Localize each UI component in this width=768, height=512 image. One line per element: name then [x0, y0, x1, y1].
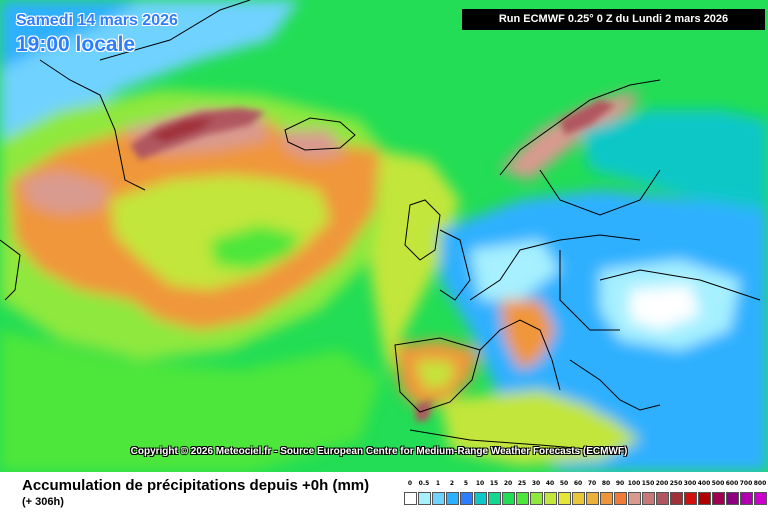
legend-swatch — [530, 492, 543, 505]
legend-swatch — [642, 492, 655, 505]
coastline-france-italy — [479, 319, 561, 391]
precip-peaks — [130, 100, 615, 422]
coastline-north-africa — [409, 429, 601, 451]
legend-swatch — [740, 492, 753, 505]
legend-label: 100 — [627, 480, 641, 487]
legend-swatches — [404, 492, 768, 505]
forecast-date: Samedi 14 mars 2026 — [16, 12, 178, 29]
coastline-norway — [499, 79, 661, 176]
legend-swatch — [432, 492, 445, 505]
coastline-england — [439, 229, 471, 301]
legend-swatch — [712, 492, 725, 505]
legend-swatch — [404, 492, 417, 505]
legend-label: 70 — [587, 480, 597, 487]
precip-zone-mediterranean-yellow — [440, 390, 640, 465]
coastline-sweden — [539, 169, 661, 216]
legend-label: 60 — [573, 480, 583, 487]
precip-zone-white-east — [630, 285, 700, 330]
legend-label: 20 — [503, 480, 513, 487]
legend-swatch — [754, 492, 767, 505]
legend-labels: 0 0.5 1 2 5 10 15 20 25 30 40 50 60 70 80 90 100 150 200 25… — [404, 480, 766, 490]
legend-label: 90 — [615, 480, 625, 487]
border-eastern-europe — [599, 269, 761, 301]
run-info-banner: Run ECMWF 0.25° 0 Z du Lundi 2 mars 2026 — [462, 9, 765, 30]
legend-label: 500 — [711, 480, 725, 487]
legend-swatch — [572, 492, 585, 505]
footer-title: Accumulation de précipitations depuis +0… — [22, 477, 370, 494]
legend-swatch — [502, 492, 515, 505]
precip-zone-iberia-yellow — [415, 360, 455, 390]
precip-zone-yellow-band — [370, 150, 460, 380]
precip-zone-salmon-west — [20, 170, 110, 215]
legend-label: 25 — [517, 480, 527, 487]
precip-zone-south-green — [0, 330, 380, 472]
legend-swatch — [656, 492, 669, 505]
legend-swatch — [488, 492, 501, 505]
legend-swatch — [558, 492, 571, 505]
color-legend: 0 0.5 1 2 5 10 15 20 25 30 40 50 60 70 80 90 100 150 200 25… — [404, 480, 767, 510]
footer-subtitle: (+ 306h) — [22, 496, 64, 508]
precip-zone-green-patch — [210, 225, 300, 270]
coastline-iberia — [394, 337, 481, 413]
precipitation-map — [0, 0, 768, 472]
map-canvas — [0, 0, 768, 472]
legend-label: 600 — [725, 480, 739, 487]
coastline-greenland — [39, 59, 146, 191]
legend-label: 15 — [489, 480, 499, 487]
coastline-balkans — [569, 359, 661, 411]
legend-swatch — [698, 492, 711, 505]
border-central-europe — [559, 250, 620, 331]
coastline-iceland — [284, 117, 356, 151]
precip-peak-norway — [560, 100, 615, 135]
precip-zone-atlantic-yellow — [110, 175, 330, 290]
precip-peak-greenland-core — [150, 118, 215, 142]
coastline-labrador — [0, 239, 21, 301]
legend-label: 0.5 — [418, 480, 430, 487]
legend-label: 10 — [475, 480, 485, 487]
legend-swatch — [446, 492, 459, 505]
legend-label: 5 — [463, 480, 469, 487]
legend-label: 150 — [641, 480, 655, 487]
coastlines — [0, 0, 761, 451]
forecast-time: 19:00 locale — [16, 33, 136, 56]
copyright-text: Copyright © 2026 Meteociel.fr - Source E… — [130, 446, 628, 457]
footer-panel: Accumulation de précipitations depuis +0… — [0, 472, 768, 512]
legend-label: 30 — [531, 480, 541, 487]
legend-swatch — [544, 492, 557, 505]
legend-label: 200 — [655, 480, 669, 487]
legend-swatch — [726, 492, 739, 505]
legend-label: 700 — [739, 480, 753, 487]
legend-swatch — [516, 492, 529, 505]
legend-label: 800 — [753, 480, 767, 487]
legend-swatch — [600, 492, 613, 505]
precip-zone-balkans-blue — [560, 370, 650, 420]
coastline-north-sea — [469, 234, 641, 301]
legend-label: 80 — [601, 480, 611, 487]
coastline-greenland-north — [99, 0, 251, 61]
legend-swatch — [628, 492, 641, 505]
precip-zone-scandinavia-teal — [580, 110, 768, 210]
precip-zone-salmon-iceland — [280, 130, 345, 160]
legend-label: 1 — [435, 480, 441, 487]
legend-swatch — [684, 492, 697, 505]
legend-swatch — [418, 492, 431, 505]
legend-swatch — [474, 492, 487, 505]
legend-swatch — [614, 492, 627, 505]
legend-swatch — [586, 492, 599, 505]
legend-label: 400 — [697, 480, 711, 487]
precip-zone-northwest-blue — [0, 0, 140, 70]
precip-zone-italy-orange — [500, 300, 555, 370]
precip-peak-greenland — [130, 108, 265, 160]
legend-label: 300 — [683, 480, 697, 487]
coastline-scotland-ireland — [404, 199, 441, 261]
legend-swatch — [460, 492, 473, 505]
legend-label: 0 — [407, 480, 413, 487]
legend-label: 40 — [545, 480, 555, 487]
legend-label: 50 — [559, 480, 569, 487]
legend-label: 250 — [669, 480, 683, 487]
legend-label: 2 — [449, 480, 455, 487]
legend-swatch — [670, 492, 683, 505]
